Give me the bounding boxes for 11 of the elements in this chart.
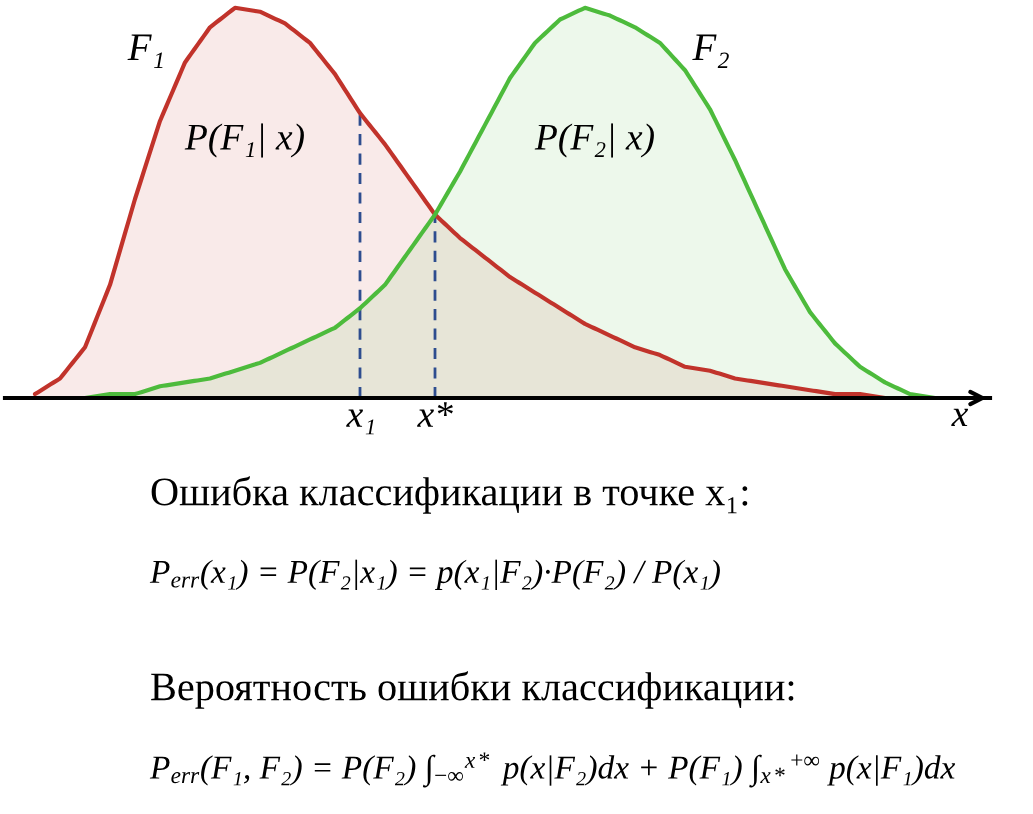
text: Вероятность ошибки классификации: <box>151 671 794 709</box>
annotation: P(F₂| x) <box>534 123 654 158</box>
annotation: P(F₁| x) <box>184 123 304 158</box>
text: P$_{err}$(F₁, F₂) = P(F₂) ∫$_{−∞}$$^{x*}$ p(x|F₂)dx + P(F₁) ∫$_{x*}$$^{+∞}$ p(x|F₁)dx <box>149 752 956 788</box>
x-tick-label: x* <box>417 402 453 427</box>
text: P$_{err}$(x₁) = P(F₂|x₁) = p(x₁|F₂)·P(F₂) / P(x₁) <box>149 559 720 590</box>
series-label: F₁ <box>127 34 163 68</box>
text: Ошибка классификации в точке x₁: <box>151 476 748 514</box>
x-axis-title: x <box>951 408 969 427</box>
x-tick-label: x₁ <box>346 409 374 435</box>
series-label: F₂ <box>692 34 729 68</box>
